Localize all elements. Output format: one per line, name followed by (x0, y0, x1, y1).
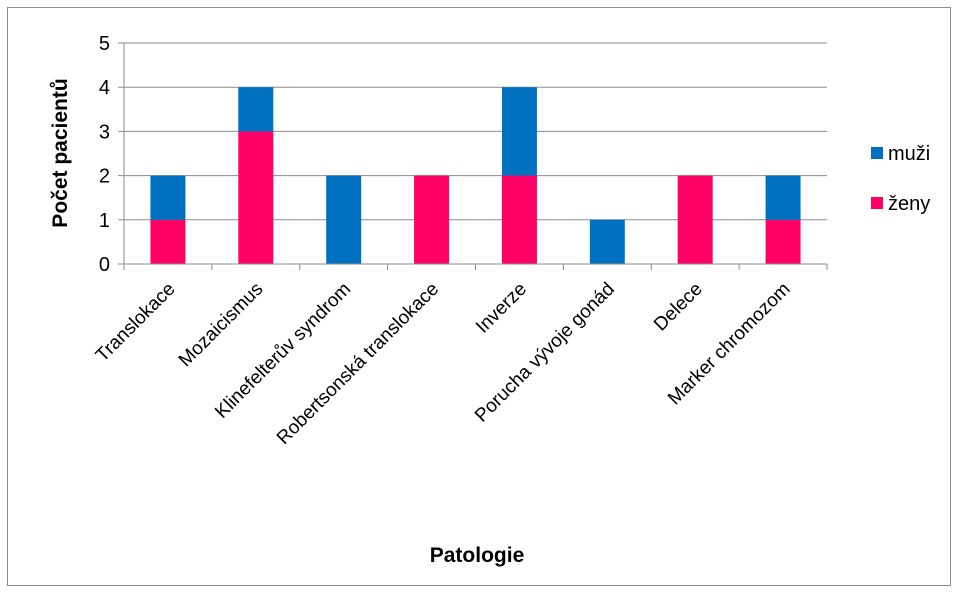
y-tick-label: 1 (99, 210, 110, 232)
x-tick-label: Inverze (472, 279, 531, 338)
bar-zeny (677, 175, 713, 264)
legend-swatch-zeny (871, 197, 883, 209)
x-axis-title: Patologie (430, 544, 525, 567)
bar-zeny (414, 175, 450, 264)
bars (150, 87, 801, 264)
x-tick-label: Delece (650, 279, 707, 336)
gridlines (124, 42, 827, 221)
bar-muzi (589, 219, 625, 264)
chart-frame (7, 7, 951, 586)
axes (118, 42, 828, 270)
bar-zeny (238, 131, 274, 264)
bar-zeny (765, 219, 801, 264)
x-tick-label: Translokace (92, 279, 180, 367)
y-tick-labels: 0 1 2 3 4 5 (99, 33, 110, 276)
y-axis-title: Počet pacientů (49, 78, 72, 227)
legend-label-muzi: muži (888, 143, 930, 165)
y-tick-label: 2 (99, 166, 110, 188)
bar-zeny (501, 175, 537, 264)
y-tick-label: 5 (99, 33, 110, 55)
y-tick-label: 3 (99, 121, 110, 143)
x-tick-label: Robertsonská translokace (273, 279, 443, 449)
y-tick-label: 0 (99, 254, 110, 276)
bar-muzi (765, 175, 801, 220)
y-tick-label: 4 (99, 77, 110, 99)
legend-label-zeny: ženy (888, 193, 930, 215)
bar-muzi (501, 87, 537, 176)
bar-muzi (326, 175, 362, 264)
bar-muzi (150, 175, 186, 220)
bar-zeny (150, 219, 186, 264)
legend: muži ženy (871, 143, 930, 215)
legend-swatch-muzi (871, 147, 883, 159)
bar-muzi (238, 87, 274, 132)
x-tick-label: Mozaicismus (175, 279, 267, 371)
